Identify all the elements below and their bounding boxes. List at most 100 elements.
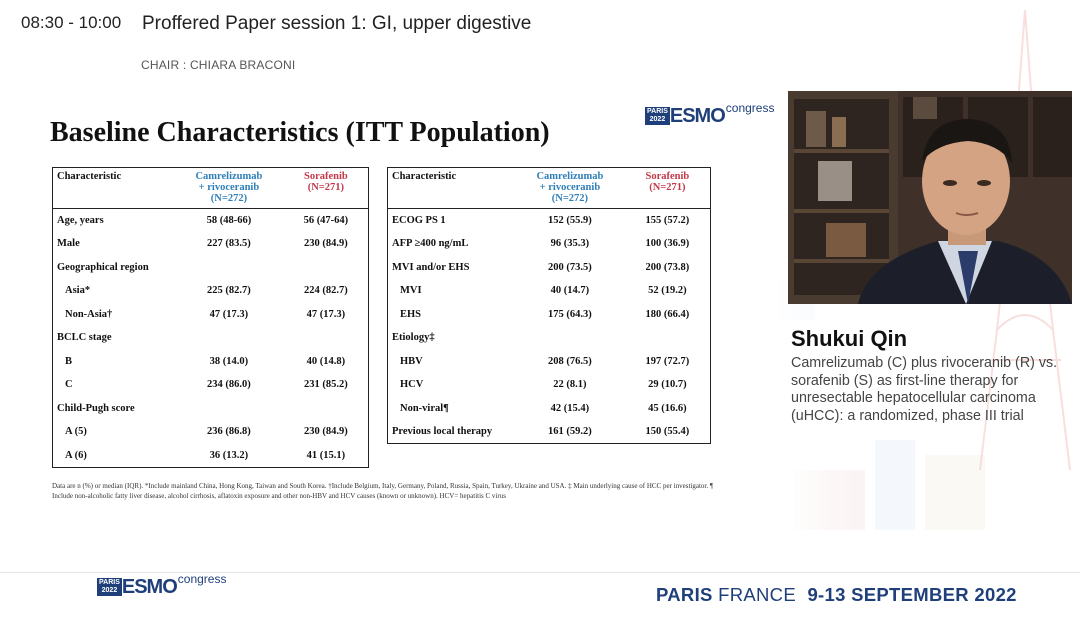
column-header-characteristic: Characteristic	[52, 167, 175, 209]
cell-camrelizumab: 42 (15.4)	[550, 402, 590, 414]
arm2-n: (N=271)	[649, 182, 686, 193]
cell-camrelizumab: 96 (35.3)	[550, 238, 590, 250]
cell-characteristic: MVI and/or EHS	[392, 261, 470, 273]
cell-sorafenib: 230 (84.9)	[304, 238, 348, 250]
talk-title: Camrelizumab (C) plus rivoceranib (R) vs…	[791, 355, 1058, 424]
speaker-video-image	[788, 91, 1072, 304]
cell-sorafenib: 41 (15.1)	[306, 449, 346, 461]
cell-characteristic: AFP ≥400 ng/mL	[392, 238, 469, 250]
table-row: HCV 22 (8.1) 29 (10.7)	[388, 373, 711, 397]
cell-characteristic: Male	[57, 238, 80, 250]
cell-characteristic: HBV	[400, 355, 423, 367]
cell-sorafenib: 155 (57.2)	[645, 215, 690, 226]
cell-sorafenib: 45 (16.6)	[648, 402, 687, 414]
column-header-sorafenib: Sorafenib (N=271)	[283, 167, 369, 209]
cell-characteristic: A (6)	[65, 449, 87, 461]
arm1-name: Camrelizumab	[536, 171, 604, 182]
cell-camrelizumab	[174, 397, 284, 421]
baseline-table-right: Characteristic Camrelizumab + rivocerani…	[387, 167, 711, 444]
footer-esmo-congress-logo: PARIS 2022 ESMO congress	[97, 572, 226, 597]
cell-camrelizumab: 22 (8.1)	[553, 379, 587, 391]
cell-characteristic: ECOG PS 1	[392, 215, 446, 226]
table-row: Previous local therapy 161 (59.2) 150 (55.…	[388, 420, 711, 444]
slide-footnote: Data are n (%) or median (IQR). *Include…	[52, 482, 714, 500]
session-time: 08:30 - 10:00	[21, 13, 122, 32]
cell-characteristic: Non-viral¶	[400, 402, 449, 414]
cell-sorafenib: 200 (73.8)	[645, 261, 690, 273]
cell-camrelizumab: 236 (86.8)	[207, 426, 251, 438]
table-row: Child-Pugh score	[53, 397, 369, 421]
cell-characteristic: Asia*	[65, 285, 91, 297]
cell-sorafenib: 52 (19.2)	[648, 285, 687, 297]
cell-camrelizumab: 38 (14.0)	[209, 355, 249, 367]
table-header-row: Characteristic Camrelizumab + rivocerani…	[387, 167, 711, 209]
cell-camrelizumab: 234 (86.0)	[207, 379, 251, 391]
table-row: MVI and/or EHS 200 (73.5) 200 (73.8)	[388, 256, 711, 280]
bottom-banner	[0, 572, 1080, 620]
table-row: Non-Asia† 47 (17.3) 47 (17.3)	[53, 303, 369, 327]
cell-camrelizumab: 47 (17.3)	[209, 308, 249, 320]
cell-sorafenib	[625, 326, 711, 350]
cell-characteristic: Child-Pugh score	[57, 402, 135, 414]
cell-sorafenib: 47 (17.3)	[306, 308, 346, 320]
cell-camrelizumab: 161 (59.2)	[548, 426, 592, 437]
column-header-camrelizumab: Camrelizumab + rivoceranib (N=272)	[515, 167, 625, 209]
cell-sorafenib: 29 (10.7)	[648, 379, 687, 391]
cell-characteristic: MVI	[400, 285, 422, 297]
table-row: Asia* 225 (82.7) 224 (82.7)	[53, 279, 369, 303]
speaker-name: Shukui Qin	[791, 326, 908, 351]
footer-location-dates: PARIS FRANCE 9-13 SEPTEMBER 2022	[656, 584, 1017, 606]
cell-characteristic: HCV	[400, 379, 424, 391]
cell-sorafenib: 150 (55.4)	[645, 426, 690, 437]
cell-characteristic: B	[65, 355, 73, 367]
cell-characteristic: Geographical region	[57, 261, 149, 273]
cell-characteristic: C	[65, 379, 73, 391]
cell-sorafenib: 224 (82.7)	[304, 285, 348, 297]
logo-year: 2022	[649, 116, 666, 123]
arm1-n: (N=272)	[210, 193, 248, 204]
cell-characteristic: Etiology‡	[392, 332, 435, 344]
cell-characteristic: Previous local therapy	[392, 426, 493, 437]
cell-camrelizumab: 227 (83.5)	[207, 238, 251, 250]
table-row: B 38 (14.0) 40 (14.8)	[53, 350, 369, 374]
cell-sorafenib: 180 (66.4)	[645, 308, 690, 320]
session-title: Proffered Paper session 1: GI, upper dig…	[142, 13, 532, 34]
cell-camrelizumab	[174, 326, 284, 350]
cell-camrelizumab: 58 (48-66)	[206, 215, 252, 226]
cell-characteristic: Age, years	[57, 215, 104, 226]
cell-camrelizumab: 225 (82.7)	[207, 285, 251, 297]
table-row: HBV 208 (76.5) 197 (72.7)	[388, 350, 711, 374]
table-row: Geographical region	[53, 256, 369, 280]
cell-characteristic: A (5)	[65, 426, 87, 438]
cell-sorafenib	[284, 256, 369, 280]
table-row: A (5) 236 (86.8) 230 (84.9)	[53, 420, 369, 444]
logo-city: PARIS	[647, 108, 668, 115]
arm2-name: Sorafenib	[304, 171, 348, 182]
table-row: Non-viral¶ 42 (15.4) 45 (16.6)	[388, 397, 711, 421]
table-row: C 234 (86.0) 231 (85.2)	[53, 373, 369, 397]
table-row: BCLC stage	[53, 326, 369, 350]
cell-sorafenib	[284, 397, 369, 421]
baseline-table-left: Characteristic Camrelizumab + rivocerani…	[52, 167, 369, 468]
logo-brand: ESMO	[669, 105, 726, 127]
cell-sorafenib: 230 (84.9)	[304, 426, 348, 438]
cell-characteristic: EHS	[400, 308, 422, 320]
cell-sorafenib: 100 (36.9)	[645, 238, 690, 250]
arm1-combo: + rivoceranib	[198, 182, 260, 193]
footer-city: PARIS	[656, 584, 713, 605]
column-header-sorafenib: Sorafenib (N=271)	[624, 167, 711, 209]
footer-logo-year: 2022	[101, 587, 118, 594]
footer-logo-suffix: congress	[177, 572, 227, 586]
arm2-name: Sorafenib	[645, 171, 690, 182]
cell-camrelizumab: 200 (73.5)	[548, 261, 592, 273]
table-row: ECOG PS 1 152 (55.9) 155 (57.2)	[388, 209, 711, 233]
cell-sorafenib: 231 (85.2)	[304, 379, 348, 391]
column-header-camrelizumab: Camrelizumab + rivoceranib (N=272)	[174, 167, 284, 209]
esmo-congress-logo: PARIS 2022 ESMO congress	[645, 101, 774, 127]
logo-city-year-box: PARIS 2022	[645, 107, 670, 125]
arm1-combo: + rivoceranib	[539, 182, 601, 193]
cell-camrelizumab: 152 (55.9)	[548, 215, 592, 226]
logo-suffix: congress	[725, 101, 775, 115]
presentation-slide: Baseline Characteristics (ITT Population…	[28, 95, 774, 535]
cell-characteristic: Non-Asia†	[65, 308, 113, 320]
